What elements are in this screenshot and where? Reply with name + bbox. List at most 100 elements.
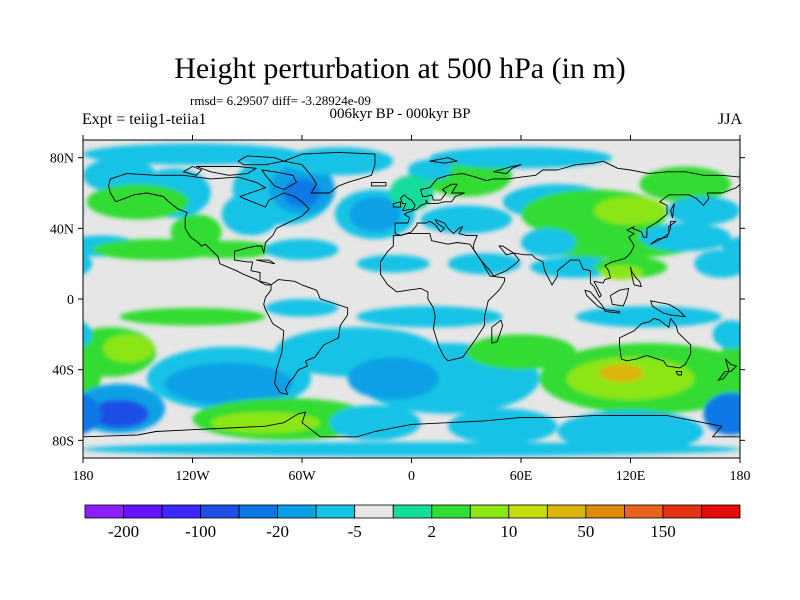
anomaly-region <box>90 399 149 428</box>
x-tick-label: 0 <box>408 469 415 484</box>
anomaly-region <box>83 393 102 434</box>
coastline <box>400 194 416 212</box>
coastline <box>380 233 506 362</box>
anomaly-region <box>210 412 321 434</box>
anomaly-region <box>448 253 521 275</box>
y-tick-label: 0 <box>67 293 74 308</box>
coastline <box>394 160 740 298</box>
anomaly-region <box>521 228 576 257</box>
coastline <box>283 151 376 194</box>
map-panel <box>0 139 800 459</box>
coastline <box>182 166 203 176</box>
anomaly-region <box>83 442 740 457</box>
colorbar-swatch <box>200 504 240 519</box>
colorbar-swatch <box>469 504 510 519</box>
coastline <box>429 157 458 164</box>
anomaly-region <box>0 410 47 452</box>
colorbar-swatch <box>123 504 163 519</box>
coastline <box>619 317 692 369</box>
anomaly-region <box>283 147 394 176</box>
y-tick-label: 40S <box>52 364 74 379</box>
anomaly-region <box>0 357 37 399</box>
colorbar-label: -100 <box>185 522 216 541</box>
season-label: JJA <box>717 111 742 128</box>
anomaly-region <box>730 393 740 424</box>
coastline <box>392 201 402 208</box>
anomaly-region <box>265 299 339 317</box>
anomaly-region <box>83 322 93 347</box>
map-title: Height perturbation at 500 hPa (in m) <box>174 52 626 85</box>
coastline <box>108 173 310 286</box>
rmsd-diff-stats: rmsd= 6.29507 diff= -3.28924e-09 <box>190 93 371 108</box>
colorbar: -200 -100 -20 -5 2 10 50 150 <box>84 504 741 541</box>
anomaly-region <box>283 178 321 208</box>
anomaly-region <box>744 184 800 219</box>
anomaly-region <box>265 238 339 261</box>
colorbar-swatch <box>84 504 124 519</box>
anomaly-region <box>557 410 704 453</box>
anomaly-region <box>83 253 93 275</box>
anomaly-region <box>183 240 275 259</box>
anomaly-region <box>420 205 512 234</box>
anomaly-region <box>0 306 65 327</box>
coastline <box>675 370 683 376</box>
anomaly-region <box>407 159 452 181</box>
x-tick-label: 120W <box>175 469 210 484</box>
colorbar-swatch <box>624 504 664 519</box>
anomaly-region <box>740 442 800 456</box>
anomaly-region <box>86 184 189 220</box>
anomaly-region <box>103 334 155 363</box>
anomaly-region <box>575 306 722 328</box>
anomaly-region <box>599 364 644 383</box>
coastlines <box>83 151 740 458</box>
coastline <box>237 155 285 166</box>
coastline <box>255 259 276 265</box>
anomaly-region <box>10 197 83 225</box>
colorbar-label: -200 <box>108 522 139 541</box>
colorbar-swatch <box>546 504 587 519</box>
anomaly-region <box>466 334 576 370</box>
coastline <box>717 358 737 381</box>
coastline <box>261 169 297 190</box>
colorbar-label: -5 <box>348 522 362 541</box>
x-tick-label: 120E <box>616 469 646 484</box>
coastline <box>195 166 257 176</box>
anomaly-region <box>0 197 10 225</box>
anomaly-region <box>740 144 800 165</box>
anomaly-region <box>347 357 439 400</box>
anomaly-region <box>694 249 740 278</box>
y-tick-label: 80S <box>52 434 74 449</box>
colorbar-label: 2 <box>428 522 437 541</box>
anomaly-region <box>356 254 430 273</box>
anomaly-region <box>429 147 613 169</box>
anomaly-region <box>0 189 10 238</box>
colorbar-swatch <box>238 504 279 519</box>
anomaly-region <box>389 175 434 211</box>
colorbar-swatch <box>161 504 201 519</box>
anomaly-region <box>795 168 800 217</box>
anomaly-region <box>356 306 503 328</box>
anomaly-region <box>0 167 74 202</box>
period-label: 006kyr BP - 000kyr BP <box>329 106 471 122</box>
anomaly-region <box>448 408 558 444</box>
y-tick-label: 40N <box>50 222 74 237</box>
anomaly-region <box>165 362 293 405</box>
anomaly-region <box>83 143 302 165</box>
coastline <box>650 300 686 318</box>
coastline <box>650 220 677 245</box>
x-tick-label: 60E <box>510 469 533 484</box>
anomaly-region <box>119 307 266 326</box>
experiment-label: Expt = teiig1-teiia1 <box>82 111 207 128</box>
coastline <box>609 287 630 307</box>
anomaly-region <box>349 196 401 232</box>
height-field <box>0 143 800 457</box>
coastline <box>370 181 387 187</box>
anomaly-region <box>747 400 800 428</box>
coastline <box>263 279 349 395</box>
anomaly-region <box>0 257 10 278</box>
anomaly-region <box>639 223 731 252</box>
y-tick-label: 80N <box>50 152 74 167</box>
colorbar-label: -20 <box>266 522 289 541</box>
colorbar-swatch <box>392 504 433 519</box>
x-tick-label: 60W <box>288 469 316 484</box>
